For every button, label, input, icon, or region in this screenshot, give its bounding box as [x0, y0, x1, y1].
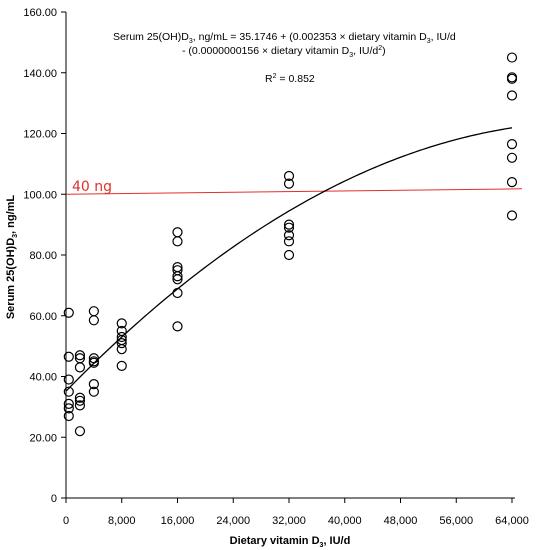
data-point: [74, 426, 86, 437]
data-point: [63, 386, 74, 397]
data-point: [116, 344, 127, 355]
data-point: [283, 219, 295, 230]
data-point: [506, 90, 518, 101]
data-point: [172, 236, 183, 247]
reference-line: [65, 188, 523, 195]
x-tick-label: 0: [63, 515, 69, 527]
x-tick-label: 8,000: [108, 515, 136, 527]
y-tick-label: 20.00: [29, 432, 57, 444]
y-tick-label: 40.00: [29, 372, 57, 384]
data-point: [283, 249, 295, 261]
data-point: [283, 236, 295, 247]
data-point: [116, 331, 127, 343]
data-point: [283, 178, 295, 189]
x-tick-label: 56,000: [439, 515, 473, 527]
data-points: [63, 52, 518, 437]
data-point: [88, 386, 99, 397]
data-point: [74, 392, 86, 403]
x-tick-labels: 0 8,000 16,000 24,000 32,000 40,000 48,000 56,0…: [63, 515, 529, 527]
data-point: [172, 321, 183, 332]
data-point: [116, 360, 127, 371]
equation-line-1: Serum 25(OH)D3, ng/mL = 35.1746 + (0.002…: [113, 31, 456, 45]
data-point: [506, 210, 518, 221]
data-point: [506, 139, 518, 150]
data-point: [172, 274, 183, 285]
tick-marks: [61, 11, 513, 503]
data-point: [88, 353, 99, 364]
data-point: [506, 52, 518, 63]
data-point: [63, 307, 74, 318]
data-point: [506, 73, 518, 84]
r-squared-label: R2 = 0.852: [265, 73, 315, 85]
x-tick-label: 24,000: [216, 515, 250, 527]
data-point: [63, 374, 74, 385]
data-point: [283, 230, 295, 241]
data-point: [63, 398, 74, 409]
x-axis-title: Dietary vitamin D3, IU/d: [230, 535, 351, 549]
data-point: [74, 395, 86, 406]
y-axis-title: Serum 25(OH)D3, ng/mL: [5, 195, 19, 320]
data-point: [172, 227, 183, 238]
data-point: [172, 287, 183, 299]
data-point: [63, 410, 74, 422]
x-tick-label: 40,000: [328, 515, 362, 527]
data-point: [88, 315, 99, 326]
data-point: [88, 306, 99, 317]
data-point: [506, 177, 518, 188]
fit-curve: [65, 127, 513, 392]
y-tick-label: 140.00: [23, 68, 57, 80]
reference-line-group: [65, 188, 523, 195]
data-point: [283, 222, 295, 233]
fit-curve-group: [65, 127, 513, 392]
data-point: [116, 337, 127, 349]
y-tick-label: 0: [51, 493, 57, 505]
equation-line-2: - (0.0000000156 × dietary vitamin D3, IU…: [182, 45, 386, 59]
y-tick-label: 60.00: [29, 311, 57, 323]
data-point: [88, 357, 99, 368]
data-point: [283, 170, 295, 182]
reference-line-label: 40 ng: [72, 179, 112, 195]
data-point: [74, 362, 86, 373]
data-point: [74, 350, 86, 361]
data-point: [63, 351, 74, 362]
y-tick-label: 120.00: [23, 129, 57, 141]
data-point: [172, 271, 183, 282]
x-tick-label: 48,000: [384, 515, 418, 527]
data-point: [88, 378, 99, 390]
y-tick-labels: 0 20.00 40.00 60.00 80.00 100.00 120.00 140.00 1…: [23, 7, 57, 505]
x-tick-label: 16,000: [161, 515, 195, 527]
data-point: [74, 400, 86, 411]
x-tick-label: 64,000: [495, 515, 529, 527]
x-tick-label: 32,000: [272, 515, 306, 527]
data-point: [506, 152, 518, 163]
y-tick-label: 160.00: [23, 7, 57, 19]
y-tick-label: 80.00: [29, 250, 57, 262]
data-point: [63, 403, 74, 414]
y-tick-label: 100.00: [23, 189, 57, 201]
data-point: [116, 318, 127, 329]
